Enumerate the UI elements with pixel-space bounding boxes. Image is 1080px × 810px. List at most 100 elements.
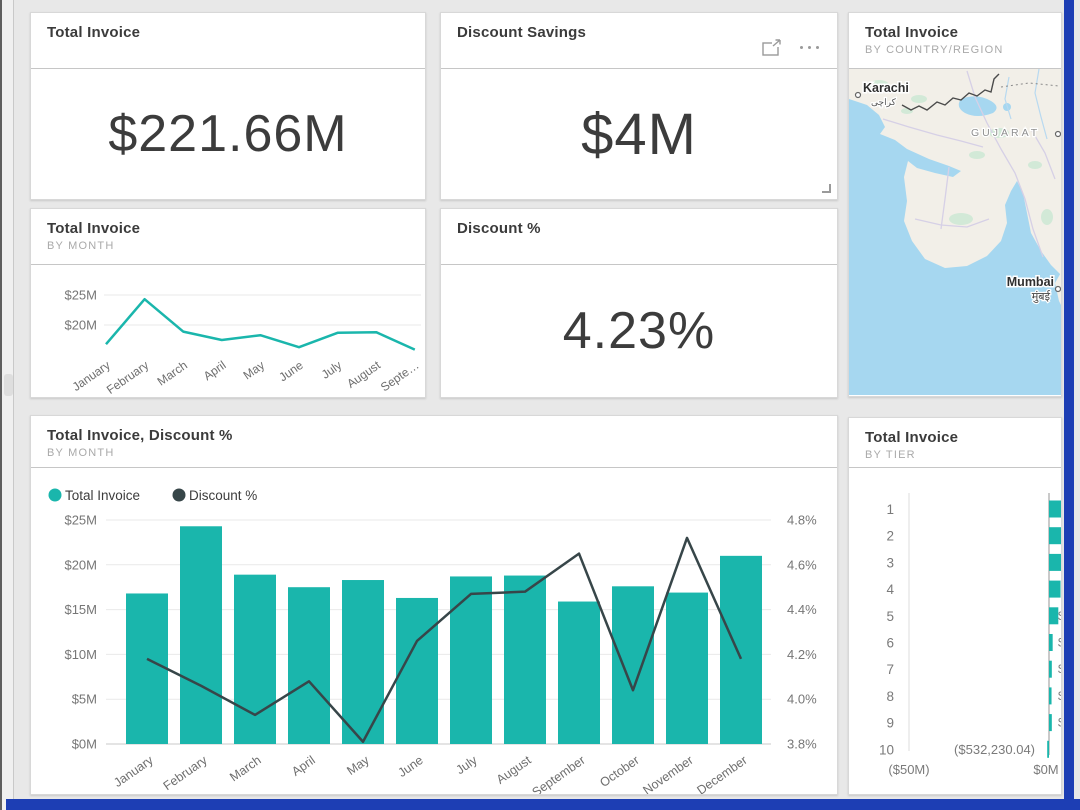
x-axis-label: April bbox=[201, 358, 229, 383]
tile-map-invoice-by-region[interactable]: Total Invoice BY COUNTRY/REGION bbox=[848, 12, 1062, 397]
category-label: 5 bbox=[886, 609, 894, 624]
category-label: 9 bbox=[886, 716, 894, 731]
more-options-icon[interactable] bbox=[800, 46, 819, 49]
bar-May[interactable] bbox=[342, 580, 384, 744]
y-axis-right-label: 4.4% bbox=[787, 602, 817, 617]
total-invoice-line[interactable] bbox=[105, 297, 416, 351]
y-axis-label: $25M bbox=[64, 288, 97, 303]
bar-tier-4[interactable] bbox=[1049, 580, 1061, 598]
x-axis-label: February bbox=[104, 358, 151, 397]
map-marker-city bbox=[1054, 130, 1061, 138]
y-axis-left-label: $10M bbox=[64, 647, 97, 662]
tile-subtitle: BY COUNTRY/REGION bbox=[865, 44, 1004, 56]
bar-tier-6[interactable] bbox=[1049, 634, 1053, 651]
discount-pct-line[interactable] bbox=[146, 536, 743, 744]
map-label-city-partial: A bbox=[1061, 120, 1062, 134]
category-label: 2 bbox=[886, 529, 894, 544]
bar-tier-5[interactable] bbox=[1049, 607, 1059, 625]
horizontal-bar-chart: 1 2 3 4 5 $6 $7 $8 $9 $10 ($532,230.04) ($50M) $0M bbox=[879, 493, 1062, 777]
bar-September[interactable] bbox=[558, 601, 600, 744]
bar-tier-1[interactable] bbox=[1049, 500, 1062, 518]
x-axis-label: July bbox=[453, 753, 480, 778]
category-label: 7 bbox=[886, 662, 894, 677]
card-value: $4M bbox=[581, 101, 697, 167]
data-label-partial: $ bbox=[1058, 689, 1062, 703]
bar-April[interactable] bbox=[288, 587, 330, 744]
vertical-scrollbar[interactable] bbox=[0, 0, 14, 810]
bar-July[interactable] bbox=[450, 576, 492, 744]
x-axis-label: August bbox=[344, 358, 383, 391]
data-label-tier-10: ($532,230.04) bbox=[954, 742, 1035, 757]
bar-tier-9[interactable] bbox=[1049, 714, 1052, 732]
data-label-partial: $ bbox=[1058, 716, 1062, 730]
tile-header: Total Invoice bbox=[31, 13, 425, 69]
tile-title: Total Invoice bbox=[865, 24, 959, 41]
bar-January[interactable] bbox=[126, 593, 168, 744]
x-axis-label: December bbox=[694, 753, 749, 795]
bar-tier-7[interactable] bbox=[1049, 660, 1052, 678]
focus-mode-icon[interactable] bbox=[762, 39, 782, 56]
category-label: 10 bbox=[879, 742, 894, 757]
map-label-mumbai-native: मुंबई bbox=[1032, 290, 1051, 303]
x-axis-label: February bbox=[161, 753, 211, 794]
bar-June[interactable] bbox=[396, 597, 438, 744]
y-axis-right-label: 4.8% bbox=[787, 513, 817, 528]
tile-header: Discount % bbox=[441, 209, 837, 265]
bar-February[interactable] bbox=[180, 526, 222, 744]
bar-March[interactable] bbox=[234, 574, 276, 744]
combo-chart: $25M 4.8% $20M 4.6% $15M 4.4% $10M 4.2% $5M 4.0% $… bbox=[48, 488, 817, 795]
bar-August[interactable] bbox=[504, 575, 546, 744]
tile-discount-savings-card[interactable]: Discount Savings $4M bbox=[440, 12, 838, 200]
window-frame-right bbox=[1064, 0, 1074, 810]
x-axis-label: May bbox=[241, 358, 268, 382]
card-body: 4.23% bbox=[441, 265, 837, 397]
legend-marker-discount-pct bbox=[172, 488, 186, 502]
tile-title: Discount % bbox=[457, 220, 541, 237]
tile-header: Total Invoice, Discount % BY MONTH bbox=[31, 416, 837, 468]
bar-October[interactable] bbox=[612, 586, 654, 744]
bar-tier-3[interactable] bbox=[1049, 553, 1062, 571]
map-label-karachi-native: كراچى bbox=[871, 97, 897, 108]
card-value: $221.66M bbox=[108, 105, 348, 163]
map-visual[interactable]: Karachi كراچى GUJARAT A Mumbai मुंबई bbox=[849, 69, 1062, 395]
bar-tier-10[interactable] bbox=[1047, 740, 1049, 758]
map-lake bbox=[958, 96, 997, 116]
y-axis-left-label: $5M bbox=[72, 692, 97, 707]
resize-handle[interactable] bbox=[822, 184, 831, 193]
tile-title: Total Invoice, Discount % bbox=[47, 427, 233, 444]
tile-discount-pct-card[interactable]: Discount % 4.23% bbox=[440, 208, 838, 398]
tile-subtitle: BY TIER bbox=[865, 449, 916, 461]
card-body: $4M bbox=[441, 69, 837, 199]
tile-invoice-by-month-line[interactable]: Total Invoice BY MONTH $25M $20M January Fe… bbox=[30, 208, 426, 398]
bar-November[interactable] bbox=[666, 592, 708, 744]
y-axis-right-label: 4.0% bbox=[787, 692, 817, 707]
x-axis-label-0m: $0M bbox=[1033, 762, 1058, 777]
x-axis-label: June bbox=[395, 753, 425, 780]
scrollbar-thumb[interactable] bbox=[4, 374, 13, 396]
map-land bbox=[849, 69, 1061, 275]
card-body: $221.66M bbox=[31, 69, 425, 199]
tile-header: Total Invoice BY COUNTRY/REGION bbox=[849, 13, 1061, 69]
tile-header: Total Invoice BY MONTH bbox=[31, 209, 425, 265]
bar-tier-2[interactable] bbox=[1049, 527, 1062, 545]
x-axis-label: October bbox=[597, 753, 641, 790]
bar-tier-8[interactable] bbox=[1049, 687, 1052, 705]
tile-subtitle: BY MONTH bbox=[47, 240, 115, 252]
tile-invoice-by-tier[interactable]: Total Invoice BY TIER 1 2 3 4 5 $6 $7 $8 $9 $10 ($… bbox=[848, 417, 1062, 795]
tile-title: Total Invoice bbox=[47, 220, 141, 237]
tile-title: Total Invoice bbox=[47, 24, 141, 41]
y-axis-right-label: 4.2% bbox=[787, 647, 817, 662]
category-label: 3 bbox=[886, 555, 894, 570]
x-axis-label: November bbox=[640, 753, 695, 795]
map-label-mumbai: Mumbai bbox=[1007, 275, 1054, 289]
map-label-karachi: Karachi bbox=[863, 81, 909, 95]
y-axis-left-label: $15M bbox=[64, 602, 97, 617]
map-roads bbox=[882, 70, 1056, 258]
tile-total-invoice-card[interactable]: Total Invoice $221.66M bbox=[30, 12, 426, 200]
bar-December[interactable] bbox=[720, 555, 762, 744]
tile-invoice-discount-combo[interactable]: Total Invoice, Discount % BY MONTH $25M 4… bbox=[30, 415, 838, 795]
y-axis-label: $20M bbox=[64, 318, 97, 333]
tile-subtitle: BY MONTH bbox=[47, 447, 115, 459]
x-axis-label: September bbox=[530, 753, 588, 795]
